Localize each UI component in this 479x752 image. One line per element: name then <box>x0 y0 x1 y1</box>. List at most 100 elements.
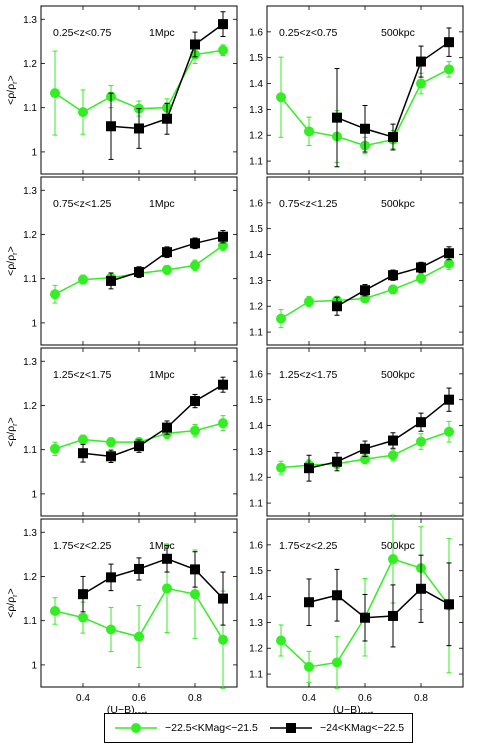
data-point <box>50 88 60 99</box>
data-point <box>78 274 88 285</box>
data-point <box>78 448 88 459</box>
panel-scale-label: 1Mpc <box>149 198 175 210</box>
data-point <box>360 443 370 454</box>
legend-marker-square-icon <box>270 723 312 733</box>
panel-frame <box>266 176 464 346</box>
data-point <box>190 39 200 50</box>
legend-label-faint: −22.5<KMag<−21.5 <box>165 722 258 734</box>
y-tick-label: 1.5 <box>249 566 263 577</box>
series-faint <box>50 543 228 689</box>
y-tick-label: 1.3 <box>23 15 37 26</box>
x-tick-label: 0.6 <box>132 693 146 704</box>
data-point <box>444 599 454 610</box>
y-axis-label: <ρ/ρr> <box>5 417 19 447</box>
y-axis-label: <ρ/ρr> <box>5 246 19 276</box>
data-point <box>332 657 342 668</box>
panel-annotation: 0.75<z<1.25 <box>279 198 338 210</box>
data-point <box>388 435 398 446</box>
data-point <box>444 37 454 48</box>
y-tick-label: 1.1 <box>249 157 263 168</box>
data-point <box>304 661 314 672</box>
panel-scale-label: 500kpc <box>381 540 415 552</box>
data-point <box>106 572 116 583</box>
legend-label-bright: −24<KMag<−22.5 <box>320 722 405 734</box>
y-tick-label: 1.6 <box>249 27 263 38</box>
data-point <box>304 597 314 608</box>
data-point <box>190 238 200 249</box>
x-tick-label: 0.8 <box>188 693 202 704</box>
data-point <box>332 456 342 467</box>
chart-panel-6: 1.1 1.2 1.3 1.4 1.5 1.6 1.25<z<1.75 500kpc <box>249 347 464 517</box>
data-point <box>78 589 88 600</box>
data-point <box>304 463 314 474</box>
y-tick-label: 1.2 <box>249 644 263 655</box>
data-point <box>134 631 144 642</box>
data-point <box>162 422 172 433</box>
panel-scale-label: 1Mpc <box>149 540 175 552</box>
data-point <box>106 275 116 286</box>
panel-annotation: 0.25<z<0.75 <box>53 27 112 39</box>
y-tick-label: 1.3 <box>23 528 37 539</box>
data-point <box>78 434 88 445</box>
legend: −22.5<KMag<−21.5 −24<KMag<−22.5 <box>104 713 413 743</box>
data-point <box>218 634 228 645</box>
data-point <box>218 45 228 56</box>
data-point <box>416 56 426 67</box>
panel-frame <box>40 176 238 346</box>
data-point <box>218 593 228 604</box>
x-tick-label: 0.4 <box>302 693 316 704</box>
y-tick-label: 1.1 <box>249 670 263 681</box>
y-tick-label: 1.4 <box>249 79 263 90</box>
data-point <box>50 605 60 616</box>
chart-panel-3: 1 1.1 1.2 1.3 0.75<z<1.25 1Mpc <ρ/ρr> <box>5 176 238 346</box>
data-point <box>304 296 314 307</box>
data-point <box>190 396 200 407</box>
legend-marker-circle-icon <box>115 723 157 733</box>
panel-frame <box>40 347 238 517</box>
y-tick-label: 1.1 <box>23 616 37 627</box>
data-point <box>388 270 398 281</box>
data-point <box>416 262 426 273</box>
data-point <box>190 564 200 575</box>
y-tick-label: 1.3 <box>249 276 263 287</box>
data-point <box>416 417 426 428</box>
y-tick-label: 1.2 <box>23 59 37 70</box>
panel-scale-label: 500kpc <box>381 27 415 39</box>
panel-frame <box>266 347 464 517</box>
y-tick-label: 1.5 <box>249 53 263 64</box>
data-point <box>106 437 116 448</box>
series-bright <box>332 246 454 316</box>
data-point <box>360 123 370 134</box>
y-tick-label: 1 <box>31 318 37 329</box>
y-axis-label: <ρ/ρr> <box>5 75 19 105</box>
data-point <box>276 635 286 646</box>
data-point <box>190 260 200 271</box>
panel-annotation: 1.75<z<2.25 <box>279 540 338 552</box>
chart-panel-8: 1.1 1.2 1.3 1.4 1.5 1.6 0.4 0.6 0.8 1.75<z<2.25 50… <box>249 514 464 718</box>
chart-panel-7: 1 1.1 1.2 1.3 0.4 0.6 0.8 1.75<z<2.25 1Mpc <ρ/ρr>… <box>5 518 238 718</box>
y-tick-label: 1.2 <box>23 230 37 241</box>
y-tick-label: 1.1 <box>23 103 37 114</box>
series-bright <box>78 545 228 626</box>
series-bright <box>106 229 228 290</box>
data-point <box>162 113 172 124</box>
y-tick-label: 1.5 <box>249 224 263 235</box>
panel-annotation: 0.75<z<1.25 <box>53 198 112 210</box>
data-point <box>276 313 286 324</box>
data-point <box>388 284 398 295</box>
data-point <box>190 589 200 600</box>
y-tick-label: 1.4 <box>249 592 263 603</box>
data-point <box>332 590 342 601</box>
data-point <box>360 285 370 296</box>
y-tick-label: 1.4 <box>249 250 263 261</box>
data-point <box>162 553 172 564</box>
data-point <box>276 462 286 473</box>
data-point <box>106 624 116 635</box>
data-point <box>304 126 314 137</box>
data-point <box>388 554 398 565</box>
data-point <box>332 301 342 312</box>
series-bright <box>106 11 228 160</box>
data-point <box>444 258 454 269</box>
data-point <box>162 247 172 258</box>
